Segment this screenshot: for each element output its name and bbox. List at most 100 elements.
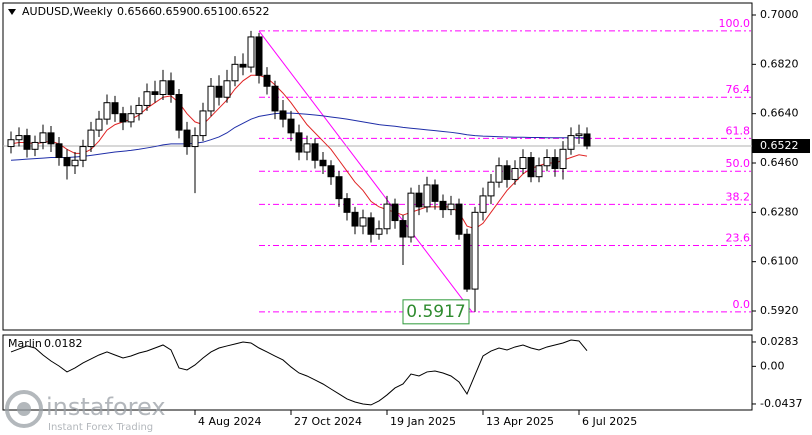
candle-body xyxy=(487,181,495,197)
candle-body xyxy=(511,167,519,180)
candle-body xyxy=(279,110,287,120)
candle-body xyxy=(535,165,543,178)
watermark-icon xyxy=(5,390,43,428)
candle-body xyxy=(7,139,15,148)
candle-body xyxy=(527,157,535,178)
watermark-icon-core xyxy=(17,402,31,416)
layer: 0.7000 0.6820 0.6640 0.6460 0.6280 0.6100 0.59… xyxy=(3,8,810,428)
candle-body xyxy=(159,80,167,95)
candle-body xyxy=(375,228,383,235)
candle-body xyxy=(95,118,103,131)
candle-body xyxy=(199,110,207,137)
candle-body xyxy=(39,132,47,143)
header-low: 0.6510 xyxy=(193,5,232,18)
moving-average xyxy=(10,112,587,161)
candle-body xyxy=(183,129,191,148)
candle-body xyxy=(239,63,247,68)
fib-label: 76.4 xyxy=(726,83,751,96)
current-price-label: 0.6522 xyxy=(760,139,799,152)
candle-body xyxy=(575,133,583,137)
candle-body xyxy=(519,157,527,169)
watermark-tagline: Instant Forex Trading xyxy=(48,422,153,433)
y-tick-label: 0.6280 xyxy=(760,205,799,218)
x-tick-label: 13 Apr 2025 xyxy=(486,415,554,428)
fib-label: 61.8 xyxy=(726,124,751,137)
header-close: 0.6522 xyxy=(231,5,270,18)
candle-body xyxy=(567,135,575,150)
candle-body xyxy=(543,157,551,167)
candle-body xyxy=(87,129,95,148)
watermark-name: instaforex xyxy=(46,393,166,421)
x-tick-label: 4 Aug 2024 xyxy=(198,415,261,428)
candle-body xyxy=(63,157,71,167)
candle-body xyxy=(431,184,439,202)
candle-body xyxy=(247,36,255,68)
candle-body xyxy=(135,104,143,115)
candle-body xyxy=(335,176,343,200)
y-tick-label: 0.6640 xyxy=(760,107,799,120)
candle-body xyxy=(127,113,135,123)
candle-body xyxy=(119,113,127,123)
fib-label: 23.6 xyxy=(726,232,751,245)
candle-body xyxy=(351,211,359,227)
fib-label: 100.0 xyxy=(719,17,751,30)
main-panel xyxy=(2,2,753,331)
annotation-box xyxy=(402,299,470,325)
current-price-tag xyxy=(752,139,810,154)
candle-body xyxy=(103,102,111,120)
candle-body xyxy=(439,200,447,211)
candle-body xyxy=(287,118,295,134)
candle-body xyxy=(191,135,199,148)
y-tick-label: 0.6100 xyxy=(760,255,799,268)
candle-body xyxy=(319,159,327,167)
candle-body xyxy=(415,192,423,208)
candle-body xyxy=(55,143,63,159)
header: AUDUSD,Weekly 0.6566 0.6590 0.6510 0.652… xyxy=(8,5,270,18)
annotation: 0.5917 xyxy=(406,302,465,322)
x-tick-label: 19 Jan 2025 xyxy=(390,415,456,428)
x-tick-label: 27 Oct 2024 xyxy=(294,415,362,428)
candle-body xyxy=(271,85,279,112)
y-tick-label: 0.7000 xyxy=(760,8,799,21)
fib-label: 0.0 xyxy=(733,298,751,311)
candle-body xyxy=(343,198,351,213)
candle-body xyxy=(455,203,463,235)
candle-body xyxy=(79,146,87,161)
candle-body xyxy=(215,85,223,98)
header-open: 0.6566 xyxy=(117,5,156,18)
candle-body xyxy=(255,36,263,76)
indicator-panel xyxy=(2,334,753,411)
candle-body xyxy=(367,217,375,235)
y-tick-label: 0.5920 xyxy=(760,304,799,317)
candle-body xyxy=(399,220,407,238)
watermark: instaforex Instant Forex Trading xyxy=(5,390,166,433)
candle-body xyxy=(423,184,431,208)
candle-body xyxy=(503,165,511,180)
candle-body xyxy=(471,211,479,290)
indicator-line xyxy=(10,339,588,406)
candle-body xyxy=(383,203,391,230)
y-tick-label: 0.6460 xyxy=(760,156,799,169)
fib-label: 50.0 xyxy=(726,157,751,170)
candle-body xyxy=(47,132,55,145)
candle-body xyxy=(495,165,503,183)
candle-body xyxy=(223,80,231,98)
candle-body xyxy=(15,135,23,141)
y2-tick-label: 0.00 xyxy=(760,359,785,372)
y-tick-label: 0.6820 xyxy=(760,57,799,70)
header-arrow xyxy=(8,9,16,15)
y2-tick-label: -0.0437 xyxy=(760,397,802,410)
indicator-last: 0.0182 xyxy=(44,337,83,350)
indicator-header: Marlin 0.0182 xyxy=(8,337,83,350)
candle-body xyxy=(391,203,399,222)
candle-body xyxy=(559,148,567,169)
candle-body xyxy=(311,143,319,161)
indicator-title: Marlin xyxy=(8,337,42,350)
candle-body xyxy=(407,192,415,238)
candle-body xyxy=(207,85,215,112)
candle-body xyxy=(303,143,311,153)
candle-body xyxy=(295,132,303,153)
candle-body xyxy=(583,133,591,147)
candle-body xyxy=(143,91,151,106)
